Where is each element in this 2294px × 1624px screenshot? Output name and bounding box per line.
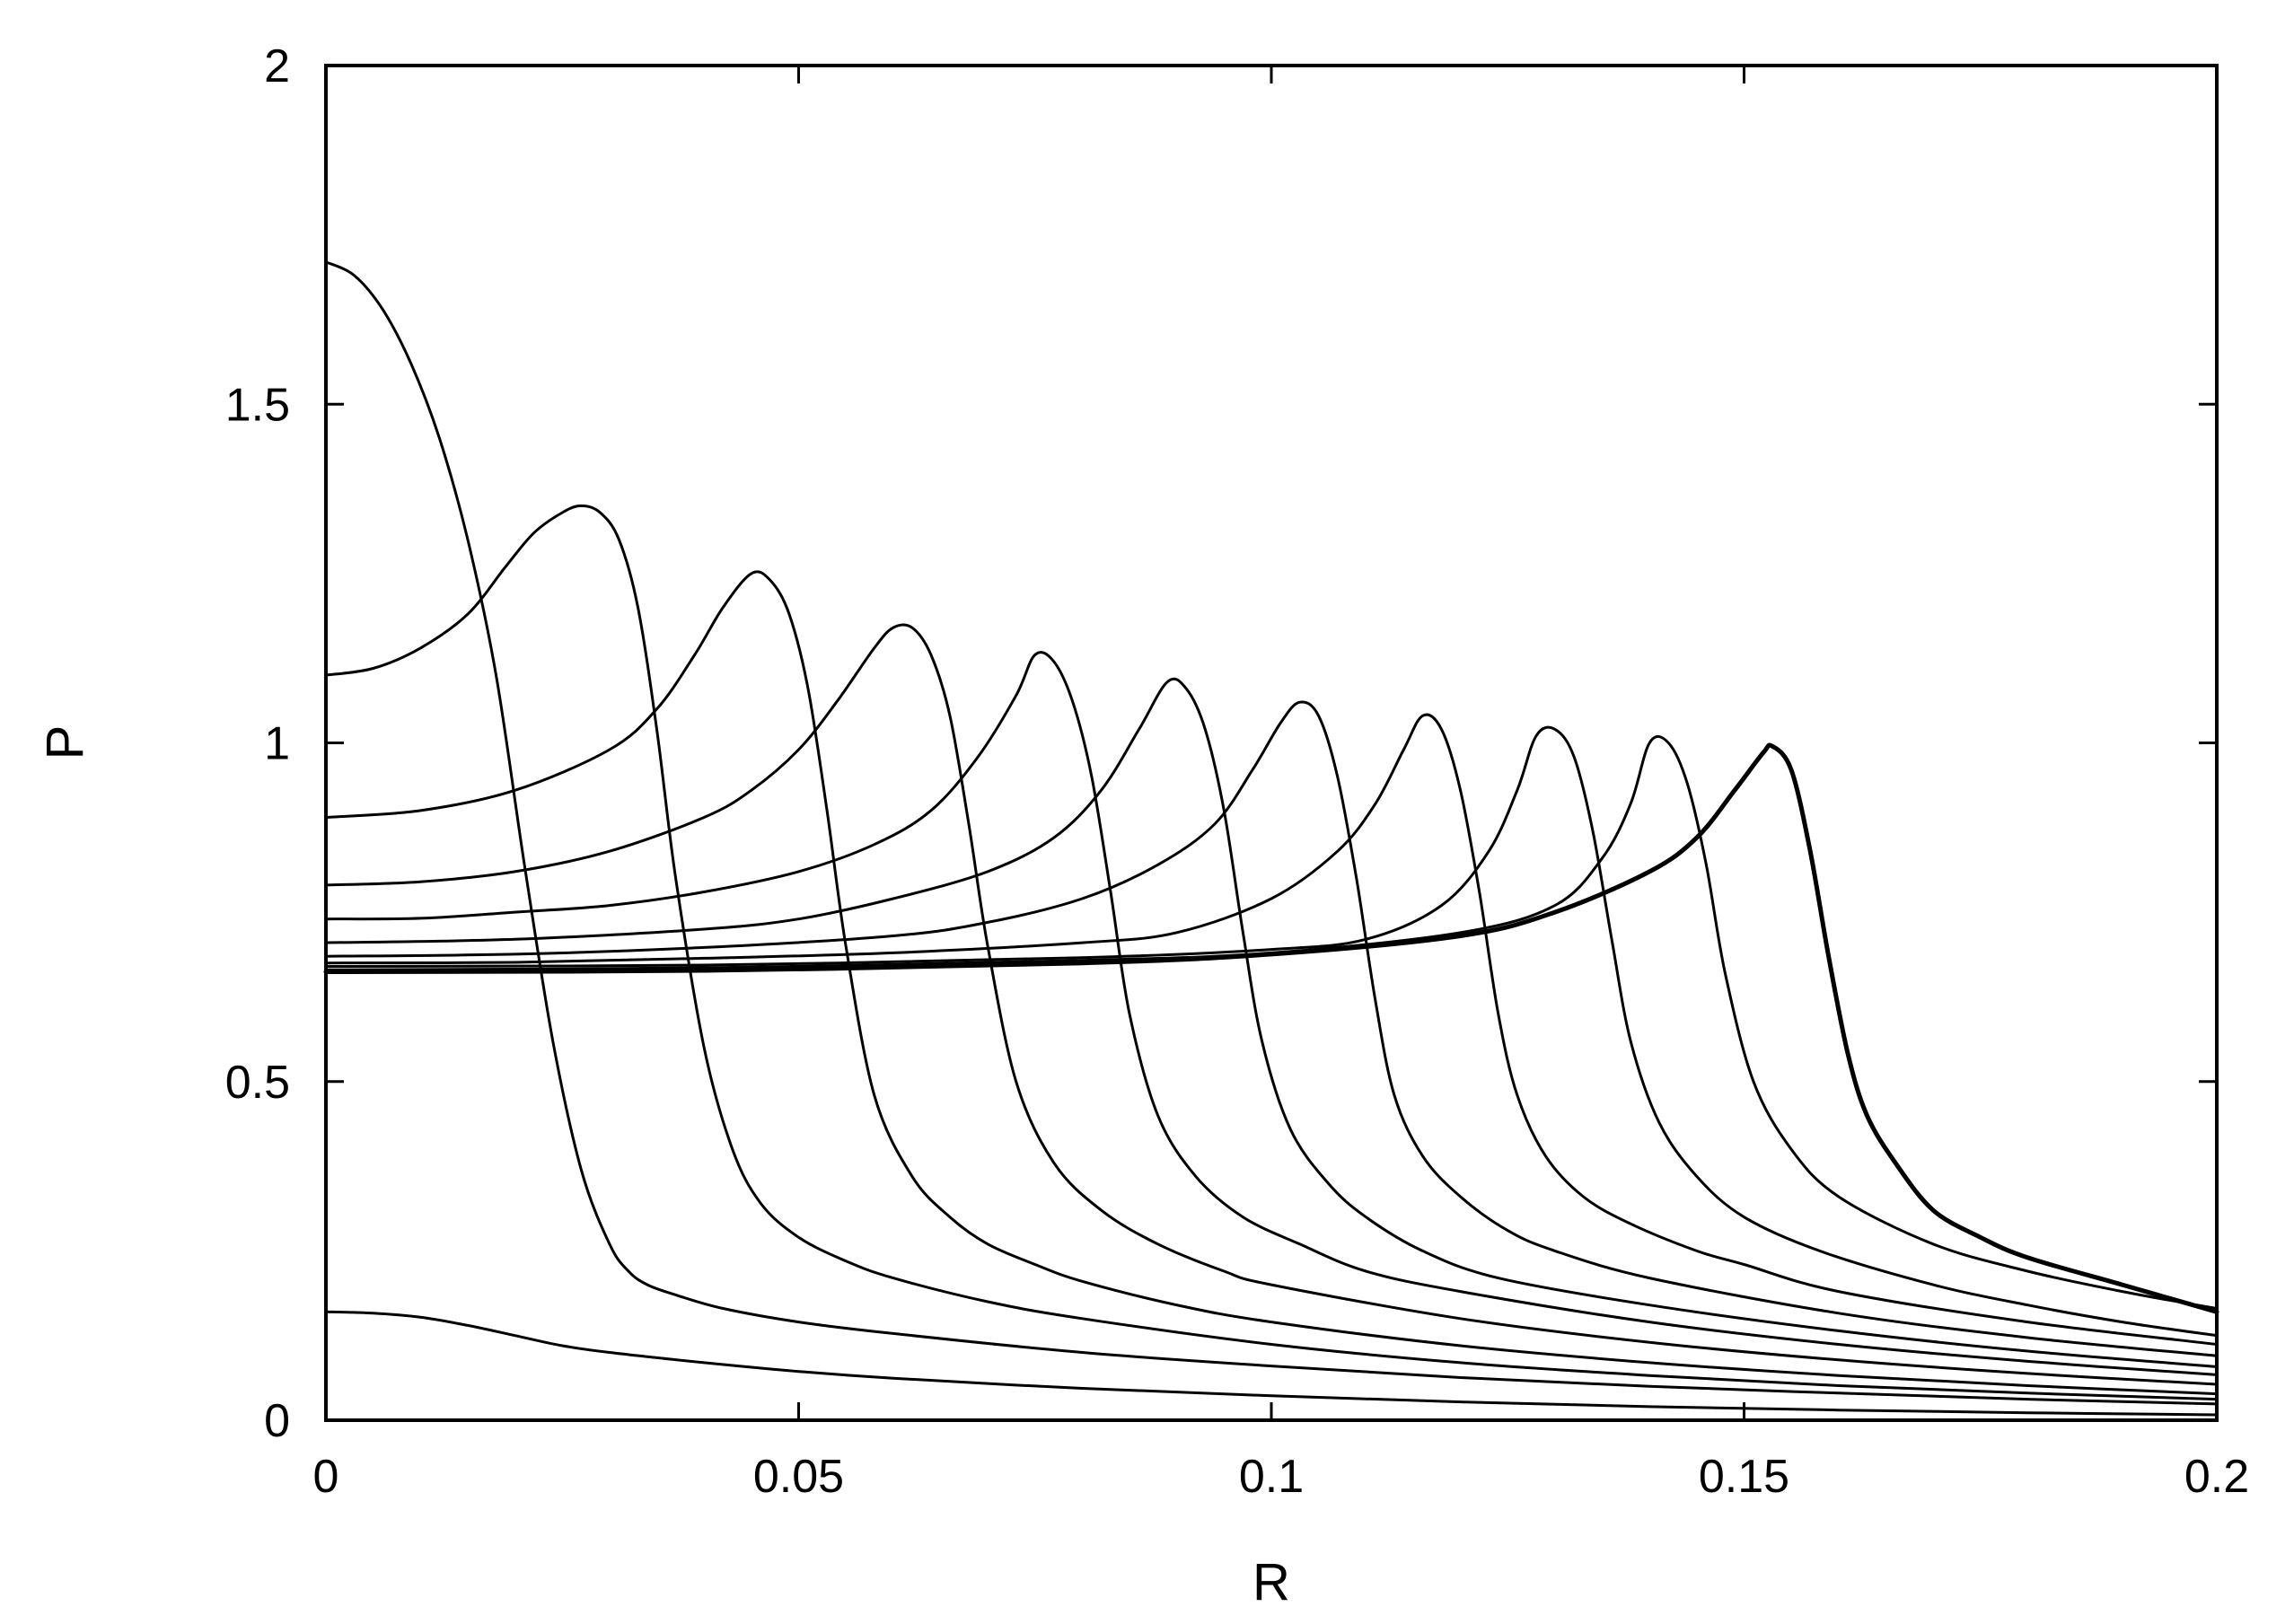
series-line-3 [324, 504, 2219, 1401]
series-line-10 [324, 725, 2219, 1338]
y-tick-label: 1.5 [225, 379, 290, 431]
x-tick-label: 0 [313, 1451, 339, 1503]
series-line-11 [324, 734, 2219, 1310]
series-group [323, 260, 2219, 1417]
series-line-5 [324, 623, 2219, 1386]
tick-labels: 0 0.05 0.1 0.15 0.2 0 0.5 1 1.5 2 [225, 40, 2249, 1503]
x-tick-label: 0.2 [2184, 1451, 2249, 1503]
series-line-4 [324, 570, 2219, 1396]
series-line-6 [324, 651, 2219, 1376]
y-tick-label: 2 [264, 40, 290, 92]
series-line-7 [324, 677, 2219, 1368]
axis-ticks [324, 64, 2219, 1422]
plot-frame [324, 64, 2219, 1422]
series-line-8 [324, 700, 2219, 1357]
y-axis-label: P [36, 725, 94, 760]
series-line-1 [324, 1310, 2219, 1417]
series-line-12 [323, 742, 2219, 1314]
series-line-9 [324, 713, 2219, 1346]
x-tick-label: 0.05 [753, 1451, 844, 1503]
y-tick-label: 1 [264, 718, 290, 770]
x-tick-label: 0.1 [1239, 1451, 1304, 1503]
series-line-2 [324, 260, 2219, 1406]
y-tick-label: 0.5 [225, 1057, 290, 1109]
y-tick-label: 0 [264, 1395, 290, 1447]
x-tick-label: 0.15 [1699, 1451, 1789, 1503]
x-axis-label: R [1252, 1553, 1290, 1611]
